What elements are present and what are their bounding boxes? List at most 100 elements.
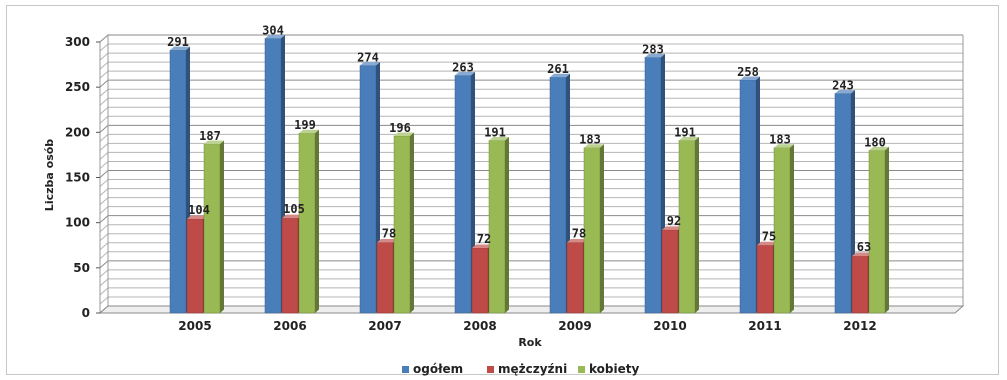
bar-top-face <box>679 136 699 141</box>
data-label-total-2007: 274 <box>357 50 379 64</box>
legend-swatch <box>578 366 585 373</box>
bar-front-face <box>298 132 316 314</box>
bar-top-face <box>645 53 665 58</box>
data-label-female-2007: 196 <box>389 121 411 135</box>
bar-front-face <box>376 242 394 314</box>
data-label-total-2009: 261 <box>547 62 569 76</box>
y-tick-label: 150 <box>65 171 90 185</box>
gridline-diagonal <box>99 215 109 224</box>
bar-front-face <box>393 135 411 314</box>
data-label-total-2006: 304 <box>262 23 284 37</box>
data-label-male-2008: 72 <box>477 232 491 246</box>
plot-walls <box>98 33 965 315</box>
bar-side-face <box>410 132 414 313</box>
x-axis-title: Rok <box>518 336 542 349</box>
gridline-diagonal <box>99 43 109 52</box>
legend-label: kobiety <box>589 362 639 376</box>
bar-top-face <box>204 140 224 145</box>
x-tick-label: 2007 <box>368 319 401 333</box>
data-label-total-2005: 291 <box>167 35 189 49</box>
bar-front-face <box>739 79 757 314</box>
legend-item-female: kobiety <box>578 362 639 376</box>
bar-top-face <box>774 144 794 148</box>
data-label-male-2012: 63 <box>857 240 871 254</box>
bar-front-face <box>868 150 886 314</box>
gridline-diagonal <box>99 206 109 215</box>
bar-front-face <box>359 65 377 314</box>
bar-top-face <box>360 61 380 66</box>
gridline-diagonal <box>99 242 109 251</box>
bar-front-face <box>264 38 282 314</box>
x-tick-label: 2008 <box>463 319 496 333</box>
gridline-diagonal <box>99 233 109 242</box>
bar-front-face <box>566 242 584 314</box>
bars <box>169 34 889 314</box>
chart-frame <box>6 5 999 375</box>
bar-top-face <box>550 73 570 78</box>
bar-top-face <box>377 239 397 243</box>
gridline-diagonal <box>99 124 109 133</box>
data-label-male-2006: 105 <box>283 202 305 216</box>
x-tick-label: 2010 <box>653 319 686 333</box>
bar-front-face <box>773 147 791 314</box>
gridline-diagonal <box>99 106 109 115</box>
bar-top-face <box>662 226 682 230</box>
floor <box>98 305 965 314</box>
bar-top-face <box>472 244 492 248</box>
y-tick-label: 200 <box>65 125 90 139</box>
legend-swatch <box>487 366 494 373</box>
y-tick-label: 50 <box>73 261 90 275</box>
gridline-diagonal <box>99 269 109 278</box>
y-axis-title: Liczba osób <box>43 139 56 211</box>
bar-top-face <box>282 214 302 219</box>
data-label-female-2005: 187 <box>199 129 221 143</box>
gridline-diagonal <box>99 179 109 187</box>
gridline-diagonal <box>99 278 109 287</box>
data-label-female-2010: 191 <box>674 125 696 139</box>
data-label-total-2011: 258 <box>737 65 759 79</box>
gridline-diagonal <box>99 97 109 106</box>
x-tick-label: 2006 <box>273 319 306 333</box>
bar-front-face <box>203 143 221 314</box>
data-label-female-2012: 180 <box>864 135 886 149</box>
bar-top-face <box>265 34 285 39</box>
gridline-diagonal <box>99 79 109 88</box>
bar-side-face <box>790 144 794 313</box>
bar-front-face <box>471 247 489 314</box>
data-label-female-2008: 191 <box>484 125 506 139</box>
bar-female-2007 <box>393 132 414 314</box>
bar-top-face <box>394 132 414 136</box>
bar-female-2006 <box>298 129 319 314</box>
gridline-diagonal <box>99 152 109 160</box>
bar-top-face <box>835 89 855 94</box>
data-label-male-2009: 78 <box>572 227 586 241</box>
gridline-diagonal <box>99 161 109 169</box>
bar-female-2012 <box>868 146 889 314</box>
bar-top-face <box>869 146 889 151</box>
bar-side-face <box>600 144 604 313</box>
gridline-diagonal <box>99 143 109 151</box>
legend: ogółem mężczyźni kobiety <box>402 362 639 376</box>
gridline-diagonal <box>99 251 109 260</box>
bar-front-face <box>661 229 679 314</box>
data-label-male-2007: 78 <box>382 227 396 241</box>
bar-top-face <box>852 252 872 257</box>
bar-female-2010 <box>678 136 699 314</box>
gridline-diagonal <box>99 296 109 305</box>
legend-label: ogółem <box>413 362 463 376</box>
y-tick-label: 300 <box>65 35 90 49</box>
legend-swatch <box>402 366 409 373</box>
bar-top-face <box>170 46 190 51</box>
bar-front-face <box>851 255 869 314</box>
y-tick-label: 0 <box>82 306 90 320</box>
bar-side-face <box>315 129 319 313</box>
gridline-diagonal <box>99 224 109 233</box>
bar-female-2009 <box>583 144 604 314</box>
bar-front-face <box>186 218 204 314</box>
bar-top-face <box>299 129 319 134</box>
y-axis-ticks: 0 50 100 150 200 250 300 <box>65 35 100 320</box>
gridline-diagonal <box>99 197 109 205</box>
bar-side-face <box>220 140 224 313</box>
bar-front-face <box>834 93 852 314</box>
